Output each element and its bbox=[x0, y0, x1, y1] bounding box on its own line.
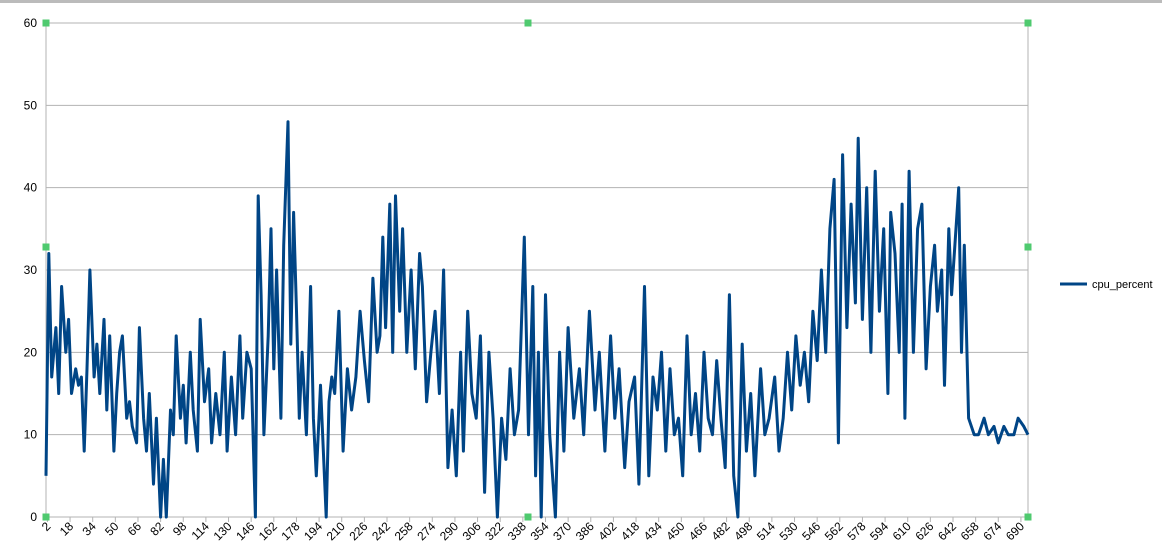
handle bbox=[42, 513, 50, 521]
x-tick-label: 210 bbox=[324, 519, 348, 543]
x-tick-label: 450 bbox=[663, 519, 687, 543]
x-tick-label: 162 bbox=[256, 519, 280, 543]
x-tick-label: 82 bbox=[147, 519, 167, 539]
x-tick-label: 114 bbox=[189, 519, 213, 543]
handle bbox=[1024, 513, 1032, 521]
x-tick-label: 50 bbox=[102, 519, 122, 539]
x-tick-label: 386 bbox=[573, 519, 597, 543]
plot-area bbox=[44, 120, 1030, 519]
y-tick-label: 0 bbox=[30, 510, 37, 524]
x-tick-label: 226 bbox=[346, 519, 370, 543]
y-tick-label: 20 bbox=[24, 345, 38, 359]
x-tick-label: 66 bbox=[125, 519, 145, 539]
x-tick-label: 690 bbox=[1003, 519, 1027, 543]
x-tick-label: 482 bbox=[709, 519, 733, 543]
selection-handles bbox=[42, 19, 1032, 521]
x-tick-label: 306 bbox=[460, 519, 484, 543]
x-tick-label: 418 bbox=[618, 519, 642, 543]
x-tick-label: 354 bbox=[528, 519, 552, 543]
x-tick-label: 146 bbox=[233, 519, 257, 543]
x-tick-label: 258 bbox=[392, 519, 416, 543]
x-tick-label: 530 bbox=[777, 519, 801, 543]
x-tick-label: 370 bbox=[550, 519, 574, 543]
x-tick-label: 626 bbox=[912, 519, 936, 543]
legend-label: cpu_percent bbox=[1092, 279, 1153, 291]
handle bbox=[524, 513, 532, 521]
x-tick-label: 338 bbox=[505, 519, 529, 543]
handle bbox=[42, 243, 50, 251]
y-tick-label: 50 bbox=[24, 98, 38, 112]
x-tick-label: 434 bbox=[641, 519, 665, 543]
x-tick-label: 130 bbox=[211, 519, 235, 543]
x-tick-label: 274 bbox=[414, 519, 438, 543]
x-tick-label: 562 bbox=[822, 519, 846, 543]
x-tick-label: 514 bbox=[754, 519, 778, 543]
handle bbox=[1024, 243, 1032, 251]
y-tick-label: 60 bbox=[24, 16, 38, 30]
x-tick-label: 290 bbox=[437, 519, 461, 543]
x-tick-label: 546 bbox=[799, 519, 823, 543]
x-tick-label: 466 bbox=[686, 519, 710, 543]
x-tick-label: 674 bbox=[980, 519, 1004, 543]
x-tick-label: 498 bbox=[731, 519, 755, 543]
x-tick-label: 242 bbox=[369, 519, 393, 543]
x-tick-label: 2 bbox=[39, 519, 54, 534]
y-tick-label: 30 bbox=[24, 263, 38, 277]
x-tick-label: 594 bbox=[867, 519, 891, 543]
handle bbox=[42, 19, 50, 27]
x-tick-label: 98 bbox=[170, 519, 190, 539]
x-tick-label: 178 bbox=[279, 519, 303, 543]
x-tick-label: 322 bbox=[482, 519, 506, 543]
x-tick-label: 610 bbox=[890, 519, 914, 543]
x-tick-label: 18 bbox=[57, 519, 77, 539]
x-tick-label: 402 bbox=[595, 519, 619, 543]
x-tick-label: 578 bbox=[845, 519, 869, 543]
handle bbox=[524, 19, 532, 27]
grid bbox=[45, 22, 1029, 522]
x-tick-label: 34 bbox=[79, 519, 99, 539]
x-tick-label: 642 bbox=[935, 519, 959, 543]
x-tick-label: 194 bbox=[301, 519, 325, 543]
handle bbox=[1024, 19, 1032, 27]
y-tick-label: 10 bbox=[24, 428, 38, 442]
x-tick-label: 658 bbox=[958, 519, 982, 543]
y-tick-label: 40 bbox=[24, 181, 38, 195]
series-line bbox=[44, 120, 1030, 519]
